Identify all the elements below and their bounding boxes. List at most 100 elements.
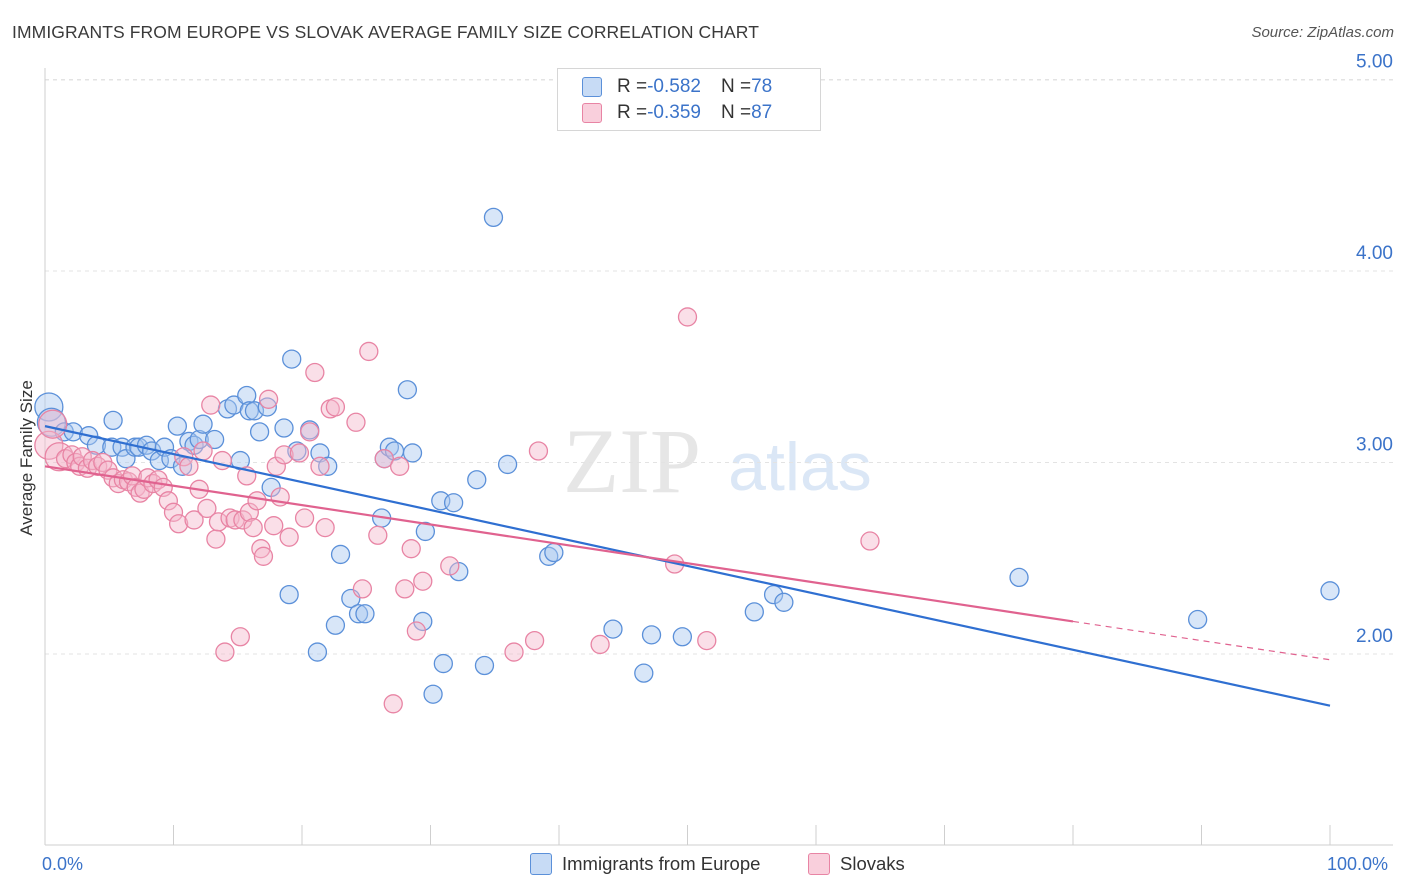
swatch-blue	[582, 77, 602, 97]
data-point	[440, 556, 460, 576]
y-tick-label: 3.00	[1356, 435, 1393, 456]
data-point	[197, 498, 217, 519]
data-point	[201, 395, 221, 415]
legend-item-pink[interactable]: Slovaks	[808, 851, 905, 877]
data-point	[352, 579, 373, 599]
data-point	[744, 602, 764, 622]
legend-label-pink: Slovaks	[840, 853, 905, 874]
trendline-blue	[44, 425, 1331, 707]
data-point	[34, 392, 64, 422]
data-point	[253, 546, 274, 566]
y-tick-label: 2.00	[1356, 626, 1393, 647]
series-immigrants-from-europe	[34, 207, 1340, 704]
data-point	[397, 380, 418, 400]
r-label: R =	[617, 102, 648, 123]
data-point	[395, 579, 415, 599]
data-point	[603, 619, 623, 639]
data-point	[294, 508, 315, 528]
data-point	[348, 604, 369, 624]
data-point	[179, 456, 199, 476]
data-point	[282, 349, 302, 369]
source-label: Source: ZipAtlas.com	[1251, 24, 1394, 41]
data-point	[467, 470, 487, 490]
data-point	[325, 615, 346, 635]
data-point	[307, 642, 328, 662]
r-value: -0.359	[647, 102, 701, 123]
data-point	[346, 412, 366, 432]
data-point	[189, 429, 209, 450]
data-point	[634, 663, 654, 683]
data-point	[590, 634, 610, 655]
r-label: R =	[617, 76, 648, 97]
data-point	[233, 510, 253, 530]
data-point	[641, 625, 662, 645]
data-point	[264, 516, 284, 536]
data-point	[433, 653, 454, 674]
data-point	[72, 447, 92, 467]
series-slovaks	[34, 307, 880, 714]
data-point	[237, 385, 257, 406]
data-point	[206, 529, 226, 549]
data-point	[208, 512, 229, 532]
data-point	[239, 502, 259, 522]
x-tick-max: 100.0%	[1327, 854, 1389, 874]
trendline-pink	[44, 465, 1074, 623]
data-point	[274, 418, 294, 438]
data-point	[168, 514, 189, 534]
n-label: N =	[720, 102, 752, 123]
data-point	[257, 397, 277, 417]
data-point	[300, 422, 320, 442]
legend-label-blue: Immigrants from Europe	[562, 853, 761, 874]
data-point	[330, 544, 351, 565]
data-point	[860, 531, 880, 551]
data-point	[315, 517, 335, 538]
data-point	[193, 414, 213, 434]
y-tick-label: 5.00	[1356, 52, 1393, 73]
data-point	[325, 397, 346, 417]
data-point	[167, 416, 188, 436]
data-point	[243, 517, 263, 538]
data-point	[528, 441, 549, 461]
n-label: N =	[720, 76, 752, 97]
r-value: -0.582	[647, 76, 701, 97]
data-point	[103, 410, 123, 431]
data-point	[249, 422, 270, 442]
n-value: 87	[751, 102, 773, 123]
data-point	[697, 630, 717, 651]
data-point	[483, 207, 504, 228]
stat-row-blue: R = -0.582 N = 78	[582, 75, 772, 99]
data-point	[374, 449, 394, 469]
data-point	[497, 454, 518, 475]
data-point	[230, 627, 250, 647]
watermark-zip: ZIP	[563, 410, 701, 512]
n-value: 78	[751, 76, 773, 97]
data-point	[310, 456, 330, 476]
data-point	[413, 611, 433, 632]
y-tick-labels: 2.00 3.00 4.00 5.00	[1356, 52, 1393, 648]
data-point	[504, 642, 524, 662]
data-point	[274, 445, 294, 465]
data-point	[774, 592, 794, 612]
data-point	[247, 491, 267, 511]
data-point	[383, 694, 403, 714]
y-tick-label: 4.00	[1356, 243, 1393, 264]
correlation-legend: R = -0.582 N = 78 R = -0.359 N = 87	[557, 68, 821, 131]
data-point	[443, 493, 464, 513]
data-point	[172, 456, 193, 476]
data-point	[355, 604, 375, 624]
data-point	[413, 571, 433, 591]
data-point	[158, 491, 179, 511]
data-point	[415, 521, 436, 542]
data-point	[38, 409, 68, 439]
chart-title: IMMIGRANTS FROM EUROPE VS SLOVAK AVERAGE…	[12, 22, 759, 42]
data-point	[1320, 581, 1340, 601]
data-point	[251, 539, 271, 559]
data-point	[406, 621, 427, 641]
data-point	[193, 441, 213, 461]
data-point	[402, 443, 423, 463]
data-point	[359, 341, 379, 362]
legend-item-blue[interactable]: Immigrants from Europe	[530, 851, 760, 877]
data-point	[677, 307, 698, 327]
data-point	[279, 527, 299, 547]
